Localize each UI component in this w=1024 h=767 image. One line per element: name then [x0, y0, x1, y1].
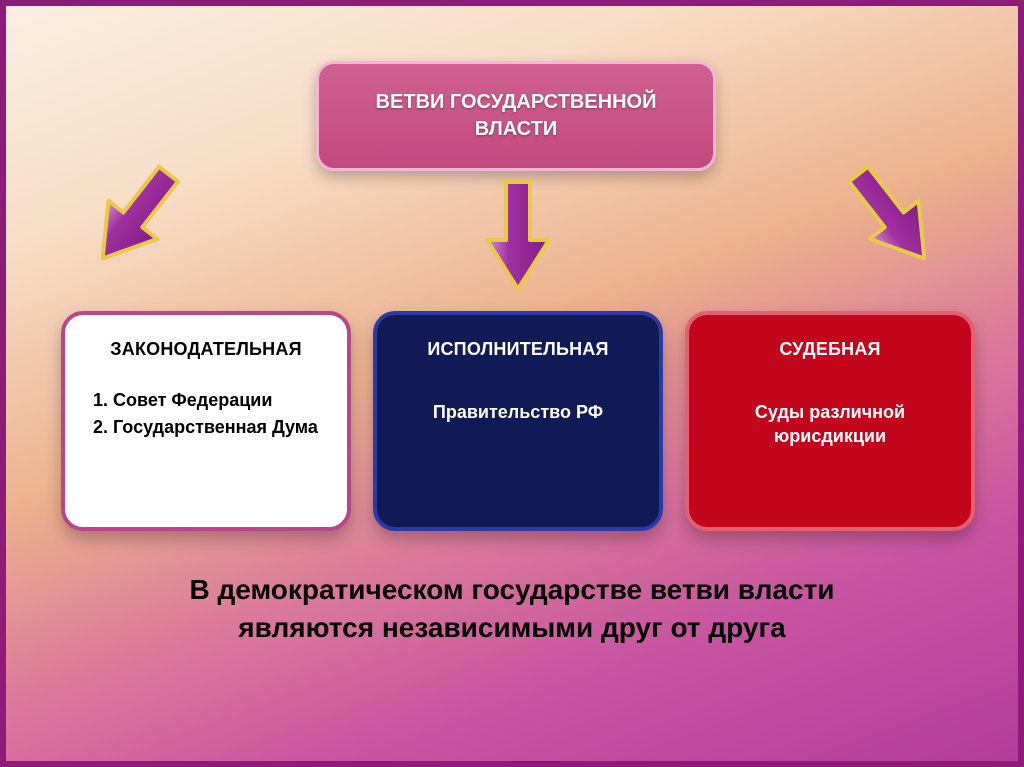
root-line1: ВЕТВИ ГОСУДАРСТВЕННОЙ	[376, 91, 657, 113]
branch-executive: ИСПОЛНИТЕЛЬНАЯ Правительство РФ	[373, 311, 663, 531]
branch-legislative-body: Совет Федерации Государственная Дума	[85, 390, 327, 438]
root-node: ВЕТВИ ГОСУДАРСТВЕННОЙ ВЛАСТИ	[316, 61, 716, 171]
footer-caption: В демократическом государстве ветви влас…	[6, 571, 1018, 647]
list-item: Государственная Дума	[113, 417, 327, 438]
footer-line2: являются независимыми друг от друга	[238, 612, 785, 643]
branch-executive-body: Правительство РФ	[397, 400, 639, 424]
arrow-mid-icon	[483, 178, 553, 293]
arrow-right-icon	[828, 149, 954, 283]
judicial-line1: Суды различной	[755, 402, 905, 422]
branch-legislative-title: ЗАКОНОДАТЕЛЬНАЯ	[85, 339, 327, 360]
root-line2: ВЛАСТИ	[475, 118, 557, 140]
root-node-text: ВЕТВИ ГОСУДАРСТВЕННОЙ ВЛАСТИ	[376, 89, 657, 143]
list-item: Совет Федерации	[113, 390, 327, 411]
branch-judicial-title: СУДЕБНАЯ	[709, 339, 951, 360]
arrow-left-icon	[73, 149, 199, 283]
branch-judicial: СУДЕБНАЯ Суды различной юрисдикции	[685, 311, 975, 531]
footer-line1: В демократическом государстве ветви влас…	[189, 574, 834, 605]
judicial-line2: юрисдикции	[774, 426, 886, 446]
slide: ВЕТВИ ГОСУДАРСТВЕННОЙ ВЛАСТИ ЗАКОНОДАТЕЛ…	[0, 0, 1024, 767]
branch-legislative: ЗАКОНОДАТЕЛЬНАЯ Совет Федерации Государс…	[61, 311, 351, 531]
branch-executive-title: ИСПОЛНИТЕЛЬНАЯ	[397, 339, 639, 360]
branch-judicial-body: Суды различной юрисдикции	[709, 400, 951, 449]
